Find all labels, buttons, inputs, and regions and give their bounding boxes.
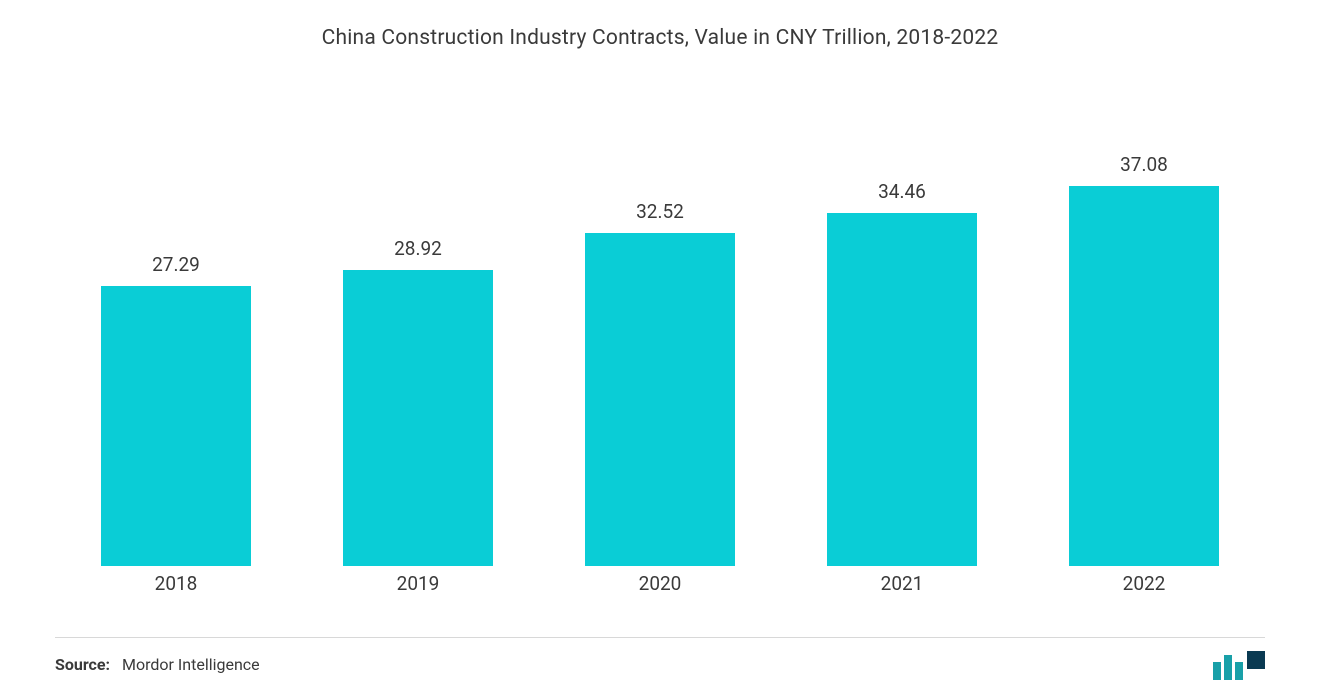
bar-2020 xyxy=(585,233,735,566)
bar-value-label: 34.46 xyxy=(878,180,926,203)
chart-footer: Source: Mordor Intelligence xyxy=(55,637,1265,691)
x-label: 2021 xyxy=(781,572,1023,595)
bar-value-label: 32.52 xyxy=(636,200,684,223)
bar-2021 xyxy=(827,213,977,566)
chart-container: China Construction Industry Contracts, V… xyxy=(0,26,1320,691)
chart-title: China Construction Industry Contracts, V… xyxy=(0,26,1320,50)
plot-area: 27.29 28.92 32.52 34.46 37.08 xyxy=(55,126,1265,566)
x-label: 2019 xyxy=(297,572,539,595)
x-label: 2018 xyxy=(55,572,297,595)
bar-value-label: 28.92 xyxy=(394,237,442,260)
bar-2022 xyxy=(1069,186,1219,566)
x-axis-labels: 2018 2019 2020 2021 2022 xyxy=(55,572,1265,595)
bar-value-label: 37.08 xyxy=(1120,153,1168,176)
bar-value-label: 27.29 xyxy=(152,253,200,276)
bar-group: 37.08 xyxy=(1023,126,1265,566)
bar-group: 34.46 xyxy=(781,126,1023,566)
bar-group: 27.29 xyxy=(55,126,297,566)
bar-group: 32.52 xyxy=(539,126,781,566)
x-label: 2022 xyxy=(1023,572,1265,595)
bar-2018 xyxy=(101,286,251,566)
bar-2019 xyxy=(343,270,493,566)
bar-group: 28.92 xyxy=(297,126,539,566)
x-label: 2020 xyxy=(539,572,781,595)
